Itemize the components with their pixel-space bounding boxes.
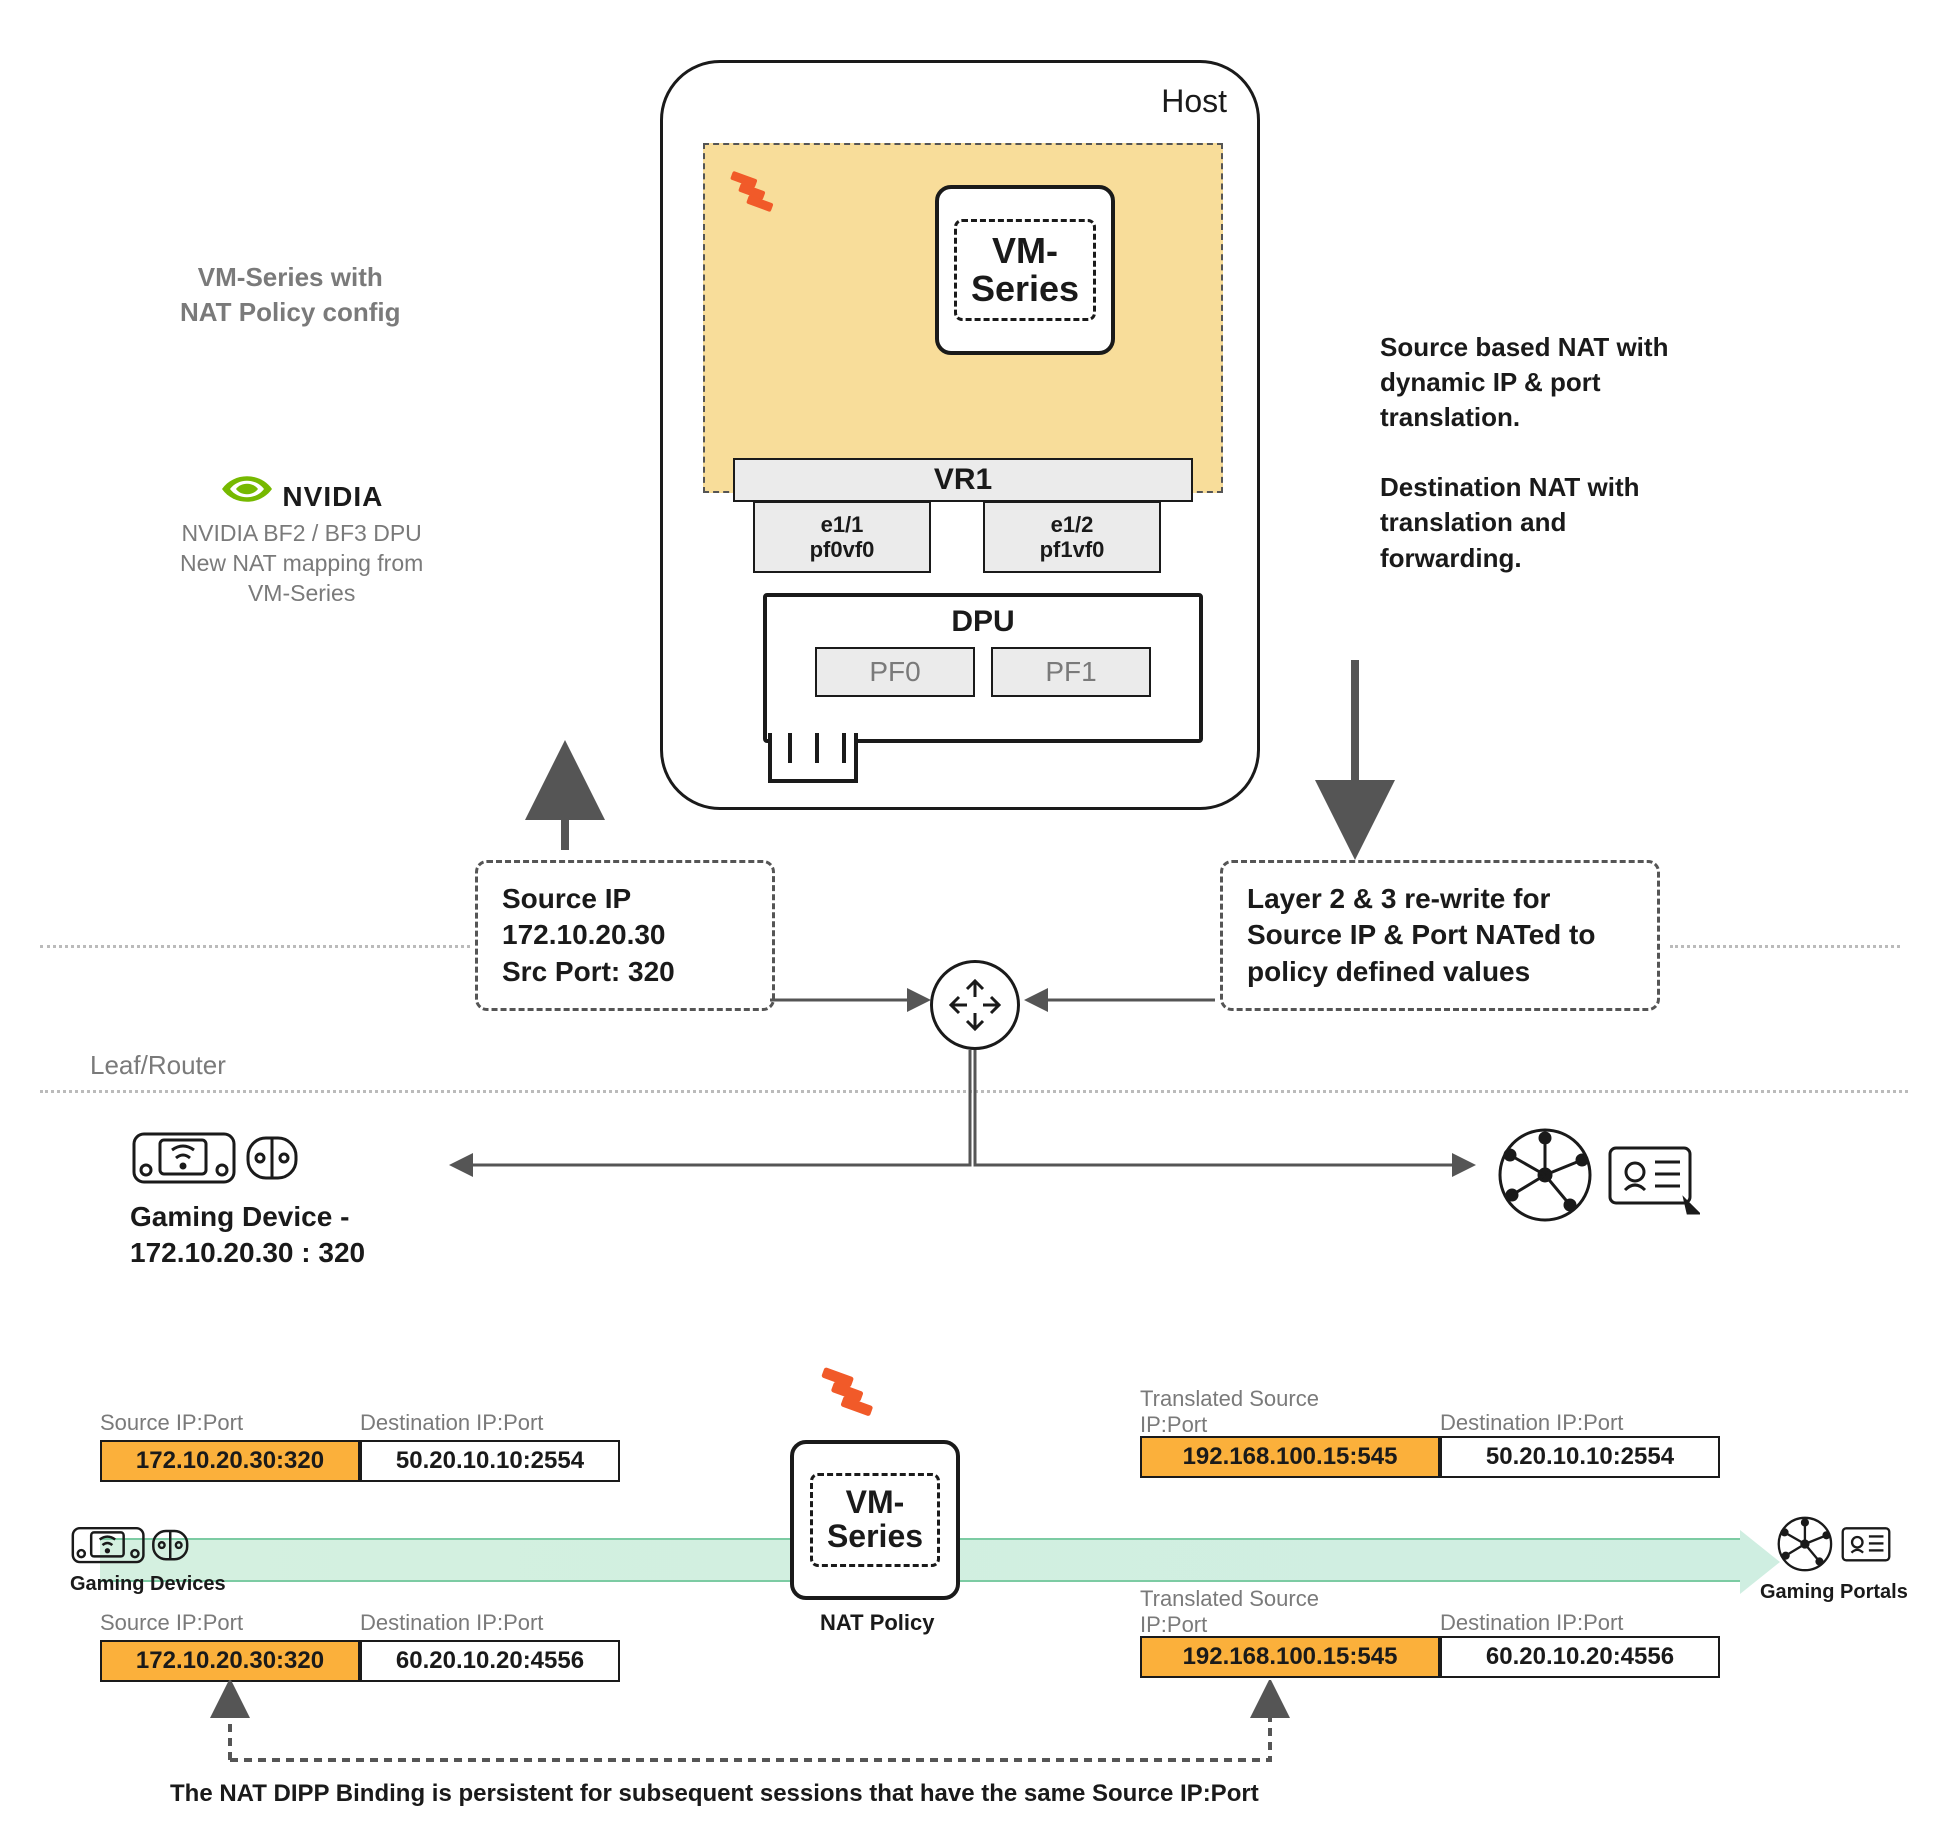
- rewrite-box: Layer 2 & 3 re-write forSource IP & Port…: [1220, 860, 1660, 1011]
- paloalto-icon: [725, 165, 775, 215]
- source-ip-box: Source IP172.10.20.30Src Port: 320: [475, 860, 775, 1011]
- line-router-to-rewrite: [1020, 980, 1220, 1020]
- gaming-device-icon: [130, 1120, 300, 1190]
- arrow-up-left: [520, 770, 610, 860]
- paloalto-icon-bottom: [815, 1360, 875, 1420]
- line-src-to-router: [770, 980, 940, 1020]
- hdr-tdst-2: Destination IP:Port: [1440, 1586, 1720, 1636]
- row2-tsrc: 192.168.100.15:545: [1140, 1636, 1440, 1678]
- nvidia-eye-icon: [220, 470, 274, 508]
- interface-e11: e1/1 pf0vf0: [753, 501, 931, 573]
- vm-series-label: VM-Series: [954, 219, 1096, 321]
- row2-src: 172.10.20.30:320: [100, 1640, 360, 1682]
- hdr-tsrc-2: Translated SourceIP:Port: [1140, 1586, 1440, 1636]
- dpu-label: DPU: [767, 597, 1199, 647]
- line-router-to-gaming: [440, 1045, 980, 1195]
- gaming-device-label: Gaming Device -172.10.20.30 : 320: [130, 1199, 365, 1272]
- nat-diagram: Host VM-Series VR1 e1/1 pf0vf0 e1/2 pf1v…: [40, 40, 1908, 1802]
- nat-policy-label: NAT Policy: [820, 1610, 935, 1636]
- row1-tsrc: 192.168.100.15:545: [1140, 1436, 1440, 1478]
- hdr-tsrc: Translated SourceIP:Port: [1140, 1386, 1440, 1436]
- vm-series-badge: VM-Series: [935, 185, 1115, 355]
- gaming-portal-icon-top: [1490, 1120, 1700, 1235]
- interface-e12: e1/2 pf1vf0: [983, 501, 1161, 573]
- row2-tdst: 60.20.10.20:4556: [1440, 1636, 1720, 1678]
- pf1: PF1: [991, 647, 1151, 697]
- pf0: PF0: [815, 647, 975, 697]
- row2-left: Source IP:Port 172.10.20.30:320 Destinat…: [100, 1610, 620, 1682]
- leaf-router-label: Leaf/Router: [90, 1050, 226, 1081]
- row1-right: Translated SourceIP:Port 192.168.100.15:…: [1140, 1386, 1720, 1478]
- row1-tdst: 50.20.10.10:2554: [1440, 1436, 1720, 1478]
- host-label: Host: [1161, 83, 1227, 120]
- hdr-dst-2: Destination IP:Port: [360, 1610, 620, 1640]
- vr1-bar: VR1: [733, 458, 1193, 502]
- nvidia-brand: NVIDIA: [282, 481, 383, 513]
- vm-series-bottom-label: VM-Series: [810, 1473, 940, 1566]
- hdr-tdst: Destination IP:Port: [1440, 1386, 1720, 1436]
- dotted-line-left-1: [40, 945, 470, 948]
- dotted-line-right-1: [1670, 945, 1900, 948]
- nvidia-caption: NVIDIA BF2 / BF3 DPUNew NAT mapping from…: [180, 519, 423, 609]
- row1-src: 172.10.20.30:320: [100, 1440, 360, 1482]
- hdr-src-2: Source IP:Port: [100, 1610, 360, 1640]
- nvidia-block: NVIDIA NVIDIA BF2 / BF3 DPUNew NAT mappi…: [180, 470, 423, 609]
- gaming-portals-label: Gaming Portals: [1760, 1581, 1908, 1604]
- hdr-src: Source IP:Port: [100, 1410, 360, 1440]
- vm-series-caption: VM-Series withNAT Policy config: [180, 260, 401, 330]
- nic-port-icon: [768, 733, 858, 783]
- gaming-portals-bottom: Gaming Portals: [1760, 1512, 1908, 1604]
- row2-dst: 60.20.10.20:4556: [360, 1640, 620, 1682]
- row1-left: Source IP:Port 172.10.20.30:320 Destinat…: [100, 1410, 620, 1482]
- host-box: Host VM-Series VR1 e1/1 pf0vf0 e1/2 pf1v…: [660, 60, 1260, 810]
- footnote: The NAT DIPP Binding is persistent for s…: [170, 1780, 1259, 1808]
- arrow-down-right: [1310, 650, 1400, 850]
- hdr-dst: Destination IP:Port: [360, 1410, 620, 1440]
- gaming-devices-label: Gaming Devices: [70, 1573, 226, 1596]
- line-router-to-portal: [975, 1045, 1485, 1195]
- row1-dst: 50.20.10.10:2554: [360, 1440, 620, 1482]
- gaming-device-small-icon: [70, 1518, 190, 1568]
- nat-type-caption: Source based NAT withdynamic IP & porttr…: [1380, 330, 1668, 576]
- gaming-devices-bottom: Gaming Devices: [70, 1518, 226, 1596]
- vm-series-container: VM-Series: [703, 143, 1223, 493]
- router-icon: [930, 960, 1020, 1050]
- row2-right: Translated SourceIP:Port 192.168.100.15:…: [1140, 1586, 1720, 1678]
- vm-series-bottom: VM-Series: [790, 1440, 960, 1600]
- dashed-footnote-connector: [190, 1680, 1290, 1770]
- dpu-box: DPU PF0 PF1: [763, 593, 1203, 743]
- gaming-device-block: Gaming Device -172.10.20.30 : 320: [130, 1120, 365, 1272]
- gaming-portal-small-icon: [1769, 1512, 1899, 1576]
